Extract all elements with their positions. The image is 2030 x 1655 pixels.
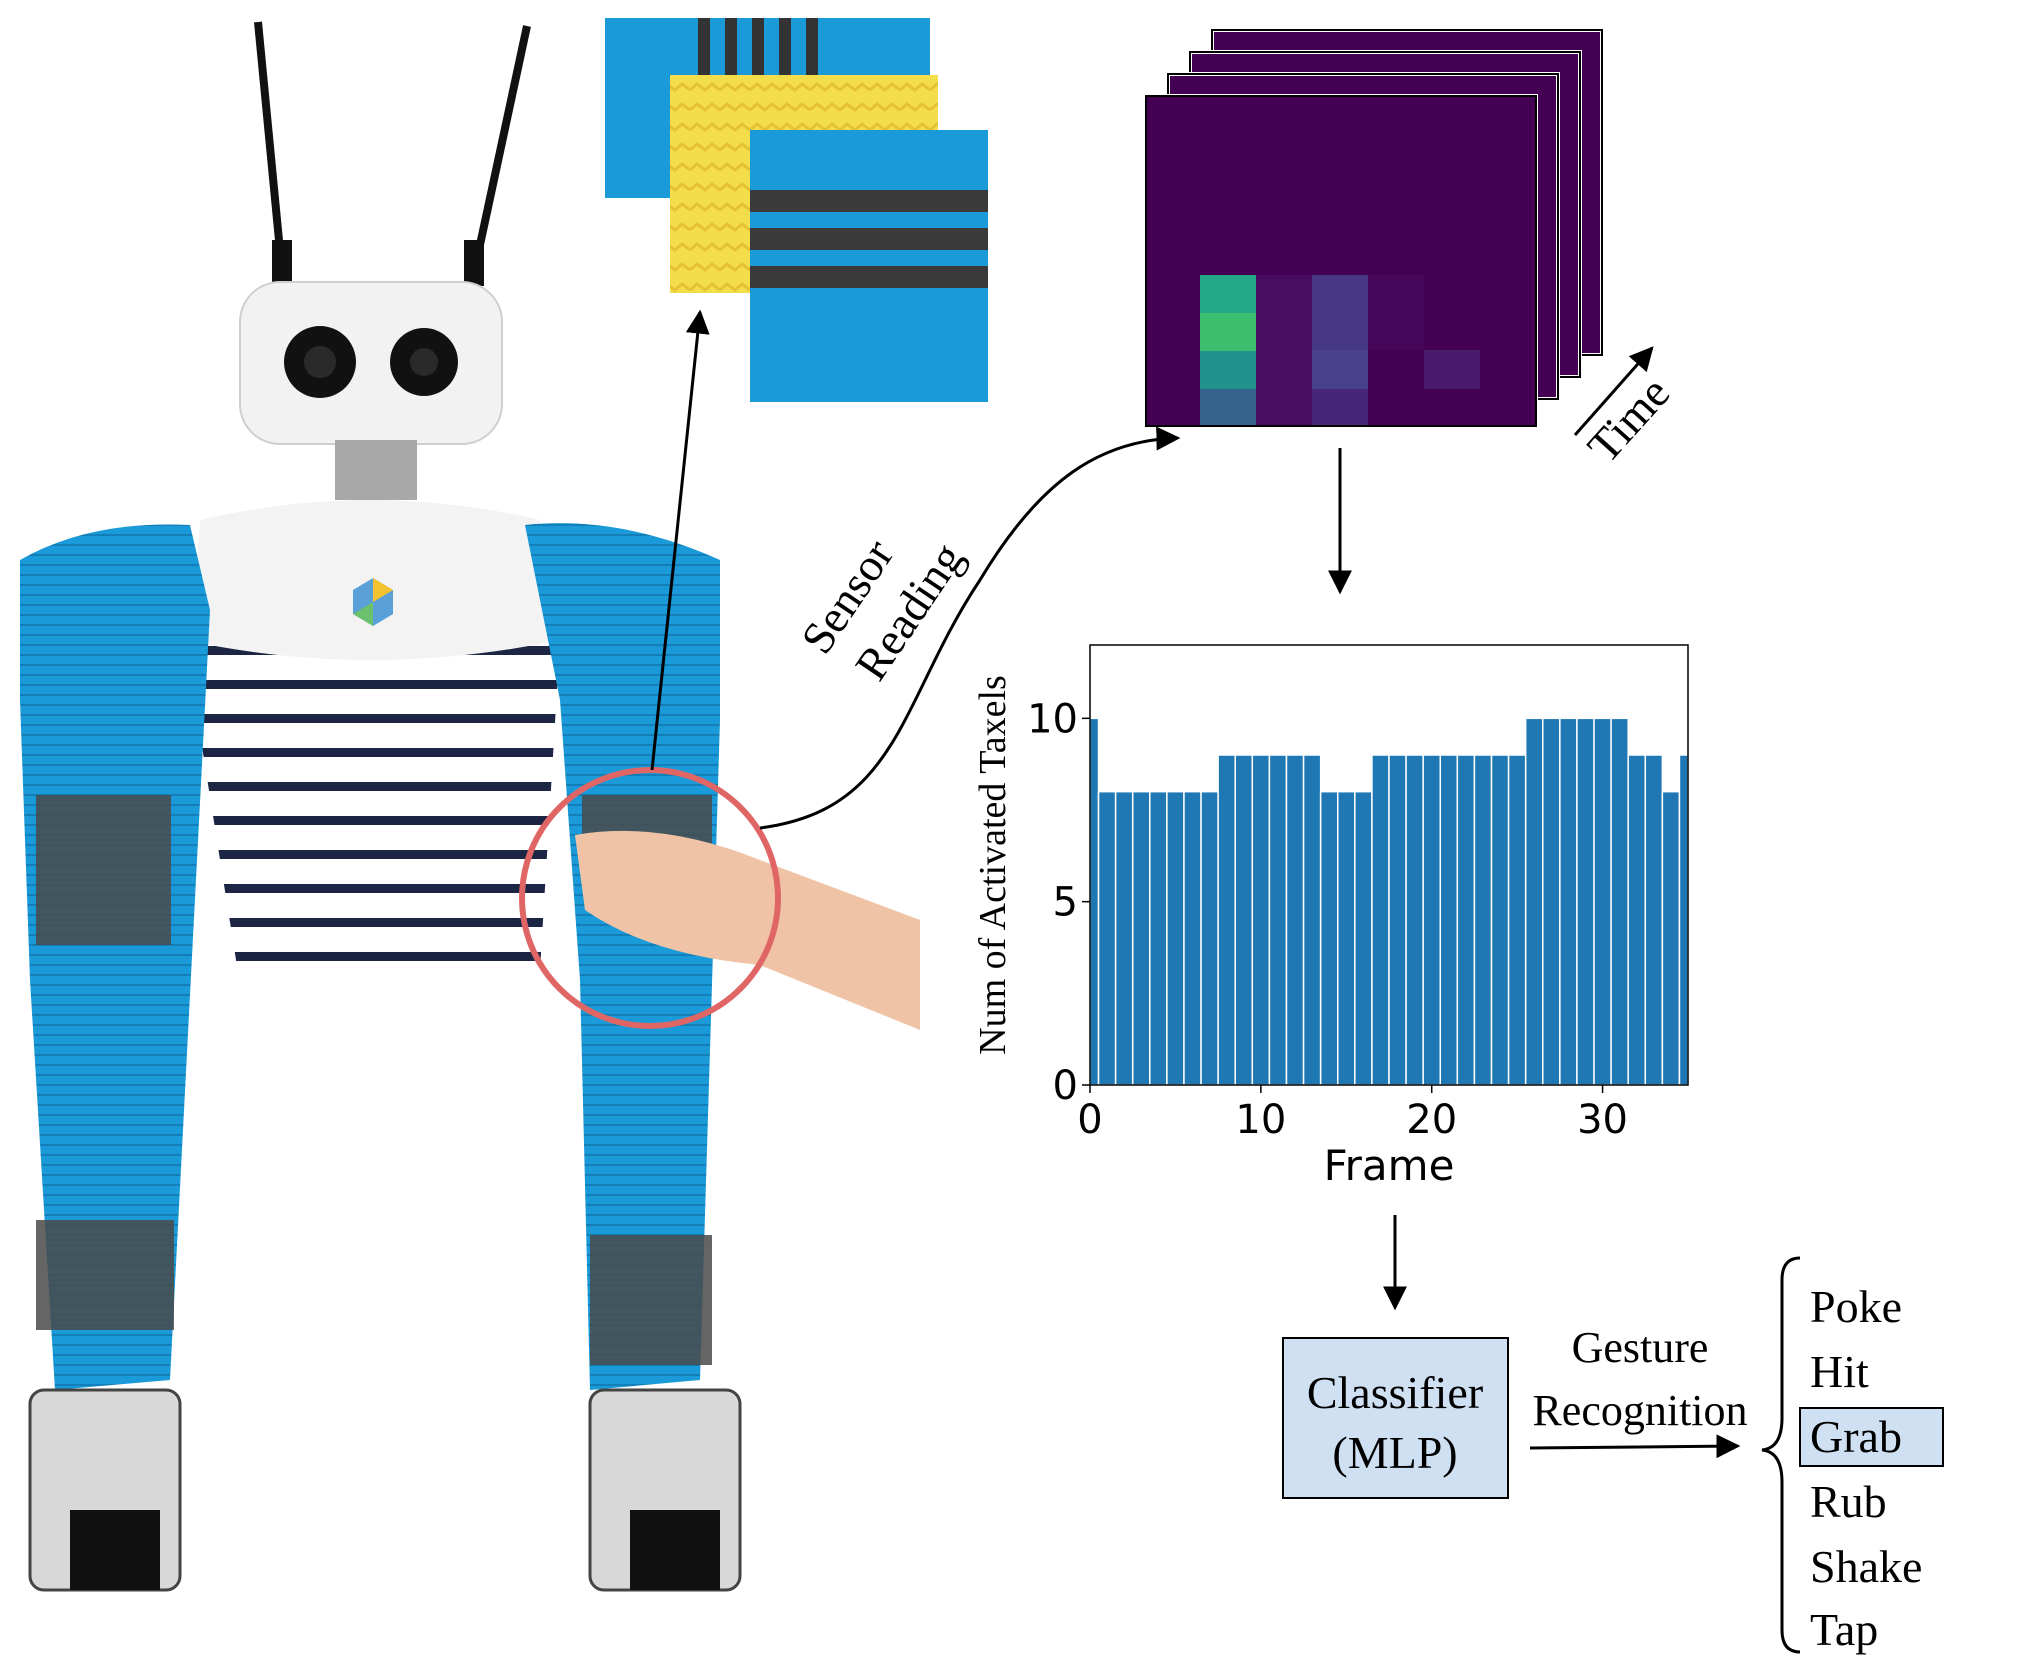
gesture-item-hit: Hit bbox=[1810, 1346, 1869, 1397]
bar-frame-21 bbox=[1439, 754, 1459, 1086]
robot-head bbox=[239, 281, 503, 445]
bar-frame-3 bbox=[1131, 790, 1151, 1086]
gesture-item-poke: Poke bbox=[1810, 1281, 1902, 1332]
bar-frame-14 bbox=[1319, 790, 1339, 1086]
x-tick-label: 0 bbox=[1077, 1097, 1102, 1143]
gesture-item-rub: Rub bbox=[1810, 1476, 1887, 1527]
bar-frame-12 bbox=[1285, 754, 1305, 1086]
bar-frame-0 bbox=[1089, 717, 1100, 1086]
bar-frame-23 bbox=[1473, 754, 1493, 1086]
y-tick-label: 5 bbox=[1053, 880, 1078, 926]
heatmap-stack bbox=[1144, 28, 1604, 427]
selected-gesture-highlight bbox=[1799, 1407, 1944, 1467]
bar-frame-29 bbox=[1576, 717, 1595, 1086]
y-tick-label: 0 bbox=[1053, 1063, 1078, 1109]
bar-frame-26 bbox=[1524, 717, 1544, 1086]
x-tick-label: 20 bbox=[1406, 1097, 1457, 1143]
contact-highlight-circle bbox=[519, 767, 781, 1029]
bar-frame-34 bbox=[1661, 790, 1681, 1086]
activated-taxels-chart: 0 10 20 30 0 5 10 Frame Num of Activated Taxel… bbox=[972, 644, 1689, 1190]
left-arm-sleeve bbox=[20, 524, 210, 1390]
bar-frame-19 bbox=[1405, 754, 1424, 1086]
striped-shirt bbox=[185, 640, 560, 985]
bar-frame-24 bbox=[1490, 754, 1510, 1086]
bar-frame-22 bbox=[1456, 754, 1476, 1086]
right-arm-sleeve bbox=[525, 523, 720, 1390]
classifier-to-gestures-arrow bbox=[1529, 1434, 1741, 1459]
bar-frame-31 bbox=[1610, 717, 1629, 1086]
bar-frame-32 bbox=[1627, 754, 1647, 1086]
bar-frame-17 bbox=[1371, 754, 1390, 1086]
left-arm-dark-band bbox=[36, 795, 171, 945]
gesture-item-grab: Grab bbox=[1810, 1411, 1902, 1462]
time-arrow bbox=[1573, 346, 1654, 436]
human-hand bbox=[575, 830, 920, 1030]
classifier-model-label: (MLP) bbox=[1332, 1427, 1457, 1478]
x-tick-label: 30 bbox=[1577, 1097, 1628, 1143]
y-tick-label: 10 bbox=[1027, 696, 1078, 742]
plot-frame bbox=[1089, 644, 1689, 1086]
bar-frame-27 bbox=[1542, 717, 1561, 1086]
gesture-label-line1: Gesture bbox=[1572, 1323, 1709, 1372]
gesture-item-shake: Shake bbox=[1810, 1541, 1922, 1592]
gesture-label-line2: Recognition bbox=[1532, 1386, 1747, 1435]
bar-frame-7 bbox=[1200, 790, 1219, 1086]
gesture-item-tap: Tap bbox=[1810, 1604, 1878, 1655]
gesture-brace bbox=[1761, 1256, 1801, 1654]
time-label: Time bbox=[1578, 367, 1680, 472]
bar-frame-16 bbox=[1354, 790, 1373, 1086]
left-antenna bbox=[254, 21, 287, 283]
bar-frame-1 bbox=[1097, 790, 1117, 1086]
bar-frame-25 bbox=[1507, 754, 1527, 1086]
x-axis-label: Frame bbox=[1324, 1141, 1455, 1190]
bar-frame-10 bbox=[1251, 754, 1271, 1086]
bar-frame-13 bbox=[1302, 754, 1322, 1086]
bar-frame-8 bbox=[1217, 754, 1236, 1086]
bar-frame-5 bbox=[1166, 790, 1185, 1086]
right-antenna bbox=[468, 25, 531, 283]
bar-frame-20 bbox=[1422, 754, 1442, 1086]
chart-bars bbox=[1089, 717, 1689, 1086]
classifier-box bbox=[1282, 1337, 1509, 1499]
bar-frame-18 bbox=[1388, 754, 1407, 1086]
robot-neck bbox=[335, 440, 417, 500]
bar-frame-4 bbox=[1149, 790, 1168, 1086]
x-tick-label: 10 bbox=[1235, 1097, 1286, 1143]
classifier-label: Classifier bbox=[1307, 1367, 1483, 1418]
bar-frame-15 bbox=[1336, 790, 1356, 1086]
robot-photo bbox=[20, 21, 920, 1592]
gesture-list: Poke Hit Grab Rub Shake Tap bbox=[1799, 1281, 1944, 1655]
bar-frame-33 bbox=[1644, 754, 1664, 1086]
bar-frame-2 bbox=[1114, 790, 1134, 1086]
y-axis-label: Num of Activated Taxels bbox=[972, 675, 1014, 1055]
sleeve-to-sample-arrow bbox=[650, 309, 710, 771]
bar-frame-11 bbox=[1268, 754, 1288, 1086]
knit-sensor-samples bbox=[605, 18, 988, 402]
chart-ticks: 0 10 20 30 0 5 10 bbox=[1027, 696, 1628, 1143]
bar-frame-35 bbox=[1678, 754, 1689, 1086]
bar-frame-28 bbox=[1559, 717, 1578, 1086]
bar-frame-9 bbox=[1234, 754, 1254, 1086]
bar-frame-6 bbox=[1183, 790, 1202, 1086]
sensor-reading-arrow bbox=[759, 426, 1181, 830]
bar-frame-30 bbox=[1593, 717, 1612, 1086]
